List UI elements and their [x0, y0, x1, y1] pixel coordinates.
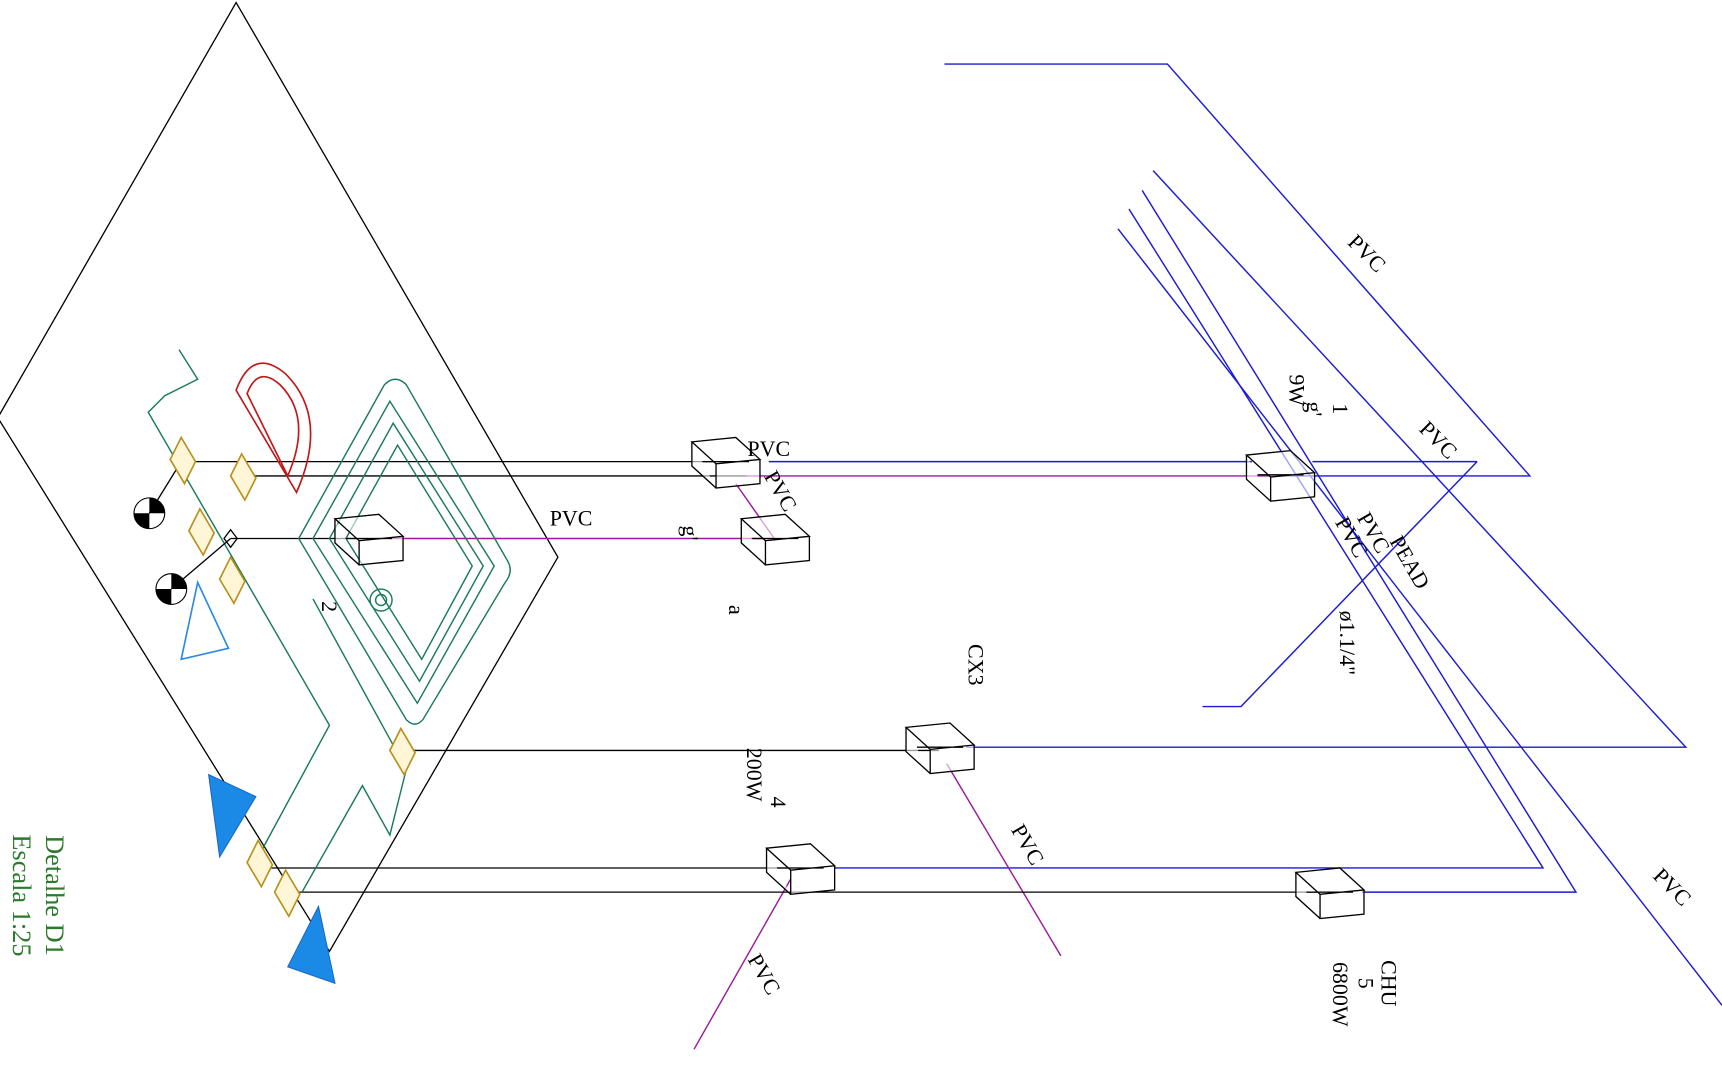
pipe-label: PVC — [550, 505, 593, 530]
power-label: 200W — [742, 748, 767, 802]
pipe-label: PVC — [1648, 863, 1696, 911]
junction-box — [335, 514, 403, 565]
junction — [231, 454, 256, 500]
slab-outline — [0, 3, 558, 952]
power-label: 6800W — [1328, 962, 1353, 1027]
pipe-label: PVC — [1006, 820, 1049, 869]
junction-box — [741, 514, 809, 565]
page: {"labels": ["PVC", "PVC", "PVC", "PVC", … — [0, 0, 1722, 1088]
circuit-label: g' — [678, 526, 703, 541]
junction-box — [767, 844, 835, 895]
drawing: PVC PVC PVC PVC PVC PVC PVC PVC PVC PVC … — [0, 0, 1722, 1088]
box-label: CX3 — [964, 644, 989, 685]
pipe — [944, 64, 1529, 476]
pipe-label: PEAD — [1385, 531, 1435, 593]
circuit-label: 9W — [1284, 374, 1309, 406]
light — [181, 582, 228, 659]
circuit-label: 5 — [1353, 978, 1378, 989]
junction — [189, 509, 214, 555]
pipe — [694, 879, 791, 1049]
box-label: CHU — [1377, 960, 1402, 1006]
shower-area — [299, 379, 510, 724]
pipe-label: PVC — [759, 466, 802, 515]
light — [209, 775, 256, 857]
pipe-label: PVC — [743, 949, 786, 998]
circuit-label: 4 — [766, 797, 791, 808]
pipe-label: PVC — [1343, 229, 1391, 277]
junction — [170, 437, 195, 483]
labels: PVC PVC PVC PVC PVC PVC PVC PVC PVC PVC … — [7, 229, 1696, 1027]
junction — [275, 870, 300, 916]
junction-box — [1246, 451, 1314, 502]
junction — [220, 557, 245, 603]
junction — [247, 841, 272, 887]
title: Detalhe D1 — [40, 835, 69, 956]
light — [288, 906, 335, 983]
circuit-label: 2 — [317, 601, 342, 612]
pipe-label: ø1.1/4" — [1335, 611, 1360, 675]
pipe-label: PVC — [747, 436, 790, 461]
pipe — [1118, 229, 1722, 1005]
drain — [370, 589, 392, 611]
junction-box — [906, 723, 974, 774]
shapes — [0, 3, 1722, 1050]
scale: Escala 1:25 — [7, 834, 36, 956]
junction-box — [1296, 868, 1364, 919]
pipe — [966, 171, 1685, 748]
circuit-label: 1 — [1328, 403, 1353, 414]
pipe-label: PVC — [1415, 416, 1463, 464]
junction — [390, 729, 415, 775]
circuit-label: a — [724, 605, 749, 615]
